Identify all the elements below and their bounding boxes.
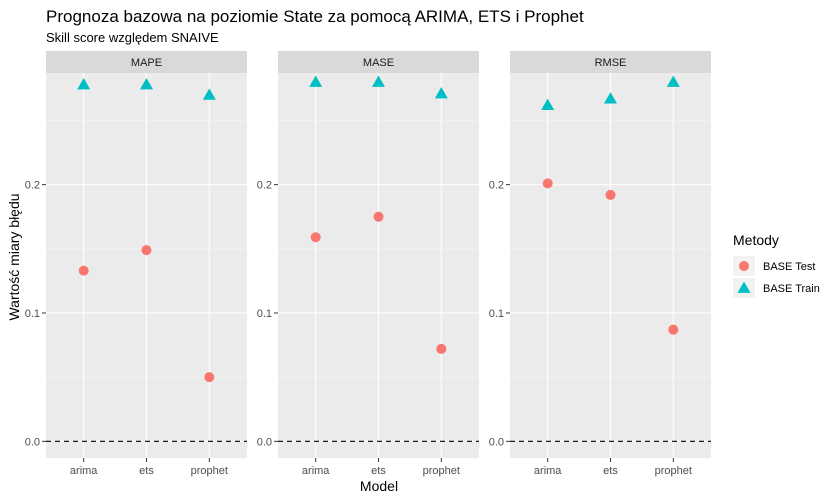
data-point <box>604 92 617 104</box>
facet-strip <box>46 51 247 73</box>
legend-label: BASE Train <box>763 283 820 295</box>
facet-strip <box>278 51 479 73</box>
data-point <box>666 75 680 87</box>
x-tick-label: ets <box>139 465 154 477</box>
chart-subtitle: Skill score względem SNAIVE <box>46 30 219 45</box>
legend-item: BASE Train <box>733 278 820 298</box>
y-tick-label: 0.2 <box>489 180 504 192</box>
data-point <box>373 211 384 222</box>
facet-mase: MASE 0.0 0.1 0.2 arima ets prophet <box>257 51 479 477</box>
data-point <box>434 87 448 99</box>
data-point <box>541 98 555 110</box>
facet-strip-label: MASE <box>363 57 394 69</box>
legend-item: BASE Test <box>733 256 815 276</box>
x-tick-label: prophet <box>423 465 460 477</box>
x-tick-label: ets <box>603 465 618 477</box>
y-tick-label: 0.1 <box>257 308 272 320</box>
data-point <box>204 372 215 383</box>
x-axis-title: Model <box>360 478 398 494</box>
x-tick-label: arima <box>70 465 98 477</box>
data-point <box>605 189 616 200</box>
facet-rmse: RMSE 0.0 0.1 0.2 arima ets prophet <box>489 51 711 477</box>
y-tick-label: 0.2 <box>25 180 40 192</box>
legend-marker <box>737 281 751 293</box>
data-point <box>436 343 447 354</box>
facet-strip-label: MAPE <box>131 57 162 69</box>
data-point <box>309 75 323 87</box>
facet-strip-label: RMSE <box>595 57 627 69</box>
data-point <box>78 265 89 276</box>
y-tick-label: 0.0 <box>25 436 40 448</box>
data-point <box>542 178 553 189</box>
x-tick-label: arima <box>534 465 562 477</box>
data-point <box>202 88 216 100</box>
x-tick-label: arima <box>302 465 330 477</box>
facet-panels: MAPE 0.0 0.1 0.2 arima ets prophet MASE 0.0 0.1 0.… <box>25 51 711 477</box>
y-axis-title: Wartość miary błędu <box>6 193 22 320</box>
data-point <box>141 245 152 256</box>
y-tick-label: 0.2 <box>257 180 272 192</box>
legend-title: Metody <box>733 232 779 248</box>
x-tick-label: prophet <box>191 465 228 477</box>
legend-marker <box>739 261 749 271</box>
y-tick-label: 0.1 <box>25 308 40 320</box>
data-point <box>372 75 385 87</box>
y-tick-label: 0.0 <box>257 436 272 448</box>
x-tick-label: prophet <box>655 465 692 477</box>
x-tick-label: ets <box>371 465 386 477</box>
y-tick-label: 0.1 <box>489 308 504 320</box>
data-point <box>77 78 91 90</box>
facet-strip <box>510 51 711 73</box>
facet-mape: MAPE 0.0 0.1 0.2 arima ets prophet <box>25 51 247 477</box>
data-point <box>310 232 321 243</box>
legend-label: BASE Test <box>763 261 815 273</box>
y-tick-label: 0.0 <box>489 436 504 448</box>
data-point <box>140 78 153 90</box>
data-point <box>668 324 679 335</box>
legend: Metody BASE Test BASE Train <box>733 232 820 298</box>
chart-title: Prognoza bazowa na poziomie State za pom… <box>46 7 584 26</box>
